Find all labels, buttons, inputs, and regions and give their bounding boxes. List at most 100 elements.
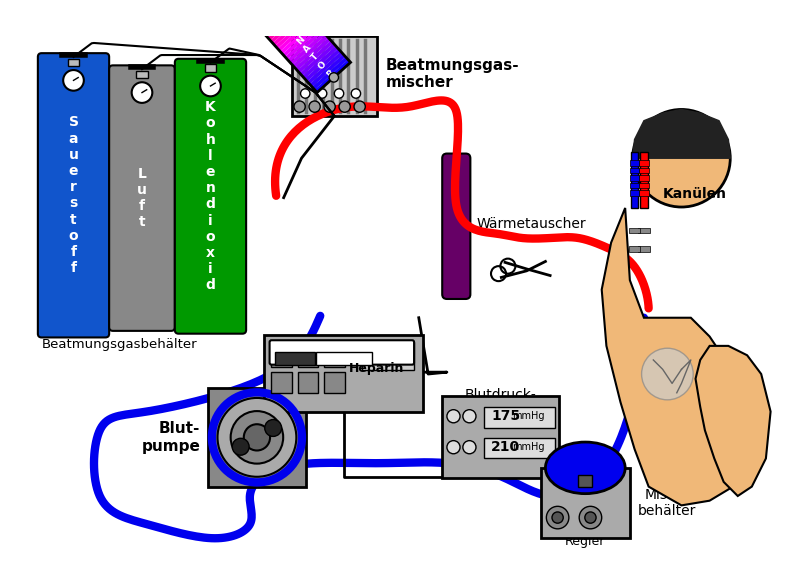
Polygon shape xyxy=(287,29,323,62)
Bar xyxy=(324,372,345,393)
Text: O: O xyxy=(258,0,270,5)
Text: N: N xyxy=(294,35,306,46)
Text: Y: Y xyxy=(273,11,284,21)
Bar xyxy=(136,71,148,79)
Polygon shape xyxy=(268,8,304,41)
Text: T: T xyxy=(310,52,321,62)
Text: Beatmungsgasbehälter: Beatmungsgasbehälter xyxy=(42,338,198,352)
Polygon shape xyxy=(273,13,309,46)
Circle shape xyxy=(200,76,221,96)
Circle shape xyxy=(132,82,152,103)
Bar xyxy=(205,65,216,72)
Bar xyxy=(639,190,649,196)
Polygon shape xyxy=(250,0,286,21)
Text: E: E xyxy=(288,27,298,38)
Text: R: R xyxy=(325,68,336,79)
Circle shape xyxy=(463,441,476,454)
Text: Beatmungsgas-
mischer: Beatmungsgas- mischer xyxy=(386,58,519,90)
Circle shape xyxy=(633,109,730,207)
Polygon shape xyxy=(602,208,742,505)
Polygon shape xyxy=(282,24,318,57)
Circle shape xyxy=(265,420,282,436)
Circle shape xyxy=(329,73,338,82)
Polygon shape xyxy=(262,2,298,35)
Polygon shape xyxy=(243,0,279,13)
Bar xyxy=(629,228,640,233)
Bar xyxy=(485,438,555,458)
Text: Wärmetauscher: Wärmetauscher xyxy=(477,217,586,231)
Bar xyxy=(639,183,649,188)
Polygon shape xyxy=(255,0,291,26)
Polygon shape xyxy=(305,49,341,82)
Circle shape xyxy=(351,89,361,98)
Bar xyxy=(630,175,639,181)
Circle shape xyxy=(318,89,327,98)
Polygon shape xyxy=(314,60,350,93)
Text: G: G xyxy=(280,18,291,30)
Bar xyxy=(298,346,318,366)
Text: A: A xyxy=(302,43,314,54)
Polygon shape xyxy=(260,0,296,32)
Circle shape xyxy=(218,398,296,477)
Circle shape xyxy=(354,101,366,112)
Circle shape xyxy=(447,410,460,423)
Bar xyxy=(629,247,640,252)
Circle shape xyxy=(294,101,306,112)
Polygon shape xyxy=(307,52,343,85)
Polygon shape xyxy=(302,46,338,79)
Polygon shape xyxy=(278,18,314,51)
Text: X: X xyxy=(265,2,277,13)
Circle shape xyxy=(324,101,335,112)
Ellipse shape xyxy=(546,442,625,494)
Polygon shape xyxy=(246,0,282,16)
Bar xyxy=(315,352,372,365)
Bar xyxy=(362,342,414,370)
Circle shape xyxy=(244,424,270,450)
Bar xyxy=(264,335,423,411)
Bar xyxy=(639,168,649,173)
Bar xyxy=(541,468,630,538)
Polygon shape xyxy=(266,5,301,38)
Polygon shape xyxy=(280,21,316,54)
FancyBboxPatch shape xyxy=(175,59,246,333)
Polygon shape xyxy=(300,43,336,76)
Text: mmHg: mmHg xyxy=(512,442,544,452)
Text: K
o
h
l
e
n
d
i
o
x
i
d: K o h l e n d i o x i d xyxy=(205,100,216,292)
Text: S
a
u
e
r
s
t
o
f
f: S a u e r s t o f f xyxy=(69,116,78,275)
FancyBboxPatch shape xyxy=(38,53,109,338)
FancyBboxPatch shape xyxy=(270,340,414,365)
Text: 175: 175 xyxy=(491,409,520,423)
Polygon shape xyxy=(295,38,331,70)
Text: Kanülen: Kanülen xyxy=(662,187,726,201)
Bar xyxy=(208,388,306,487)
Circle shape xyxy=(339,101,350,112)
Bar xyxy=(578,475,592,487)
Polygon shape xyxy=(695,346,770,496)
Circle shape xyxy=(230,411,283,464)
Bar xyxy=(639,160,649,166)
Circle shape xyxy=(447,441,460,454)
Bar xyxy=(485,407,555,427)
Polygon shape xyxy=(312,57,348,90)
Polygon shape xyxy=(285,26,321,59)
Text: 210: 210 xyxy=(491,440,520,454)
Text: Blutdruck-
meßgerät: Blutdruck- meßgerät xyxy=(465,388,537,419)
Bar xyxy=(298,372,318,393)
Bar xyxy=(271,346,292,366)
Text: mmHg: mmHg xyxy=(512,411,544,421)
Bar xyxy=(324,346,345,366)
FancyBboxPatch shape xyxy=(442,154,470,299)
Polygon shape xyxy=(310,54,346,87)
Text: O: O xyxy=(317,59,329,71)
Circle shape xyxy=(463,410,476,423)
Bar xyxy=(638,228,650,233)
Polygon shape xyxy=(290,32,326,65)
Bar xyxy=(630,168,639,173)
Polygon shape xyxy=(248,0,284,18)
Circle shape xyxy=(63,70,84,90)
Bar xyxy=(640,151,648,208)
FancyBboxPatch shape xyxy=(109,65,175,331)
Bar xyxy=(639,175,649,181)
Bar xyxy=(630,183,639,188)
Circle shape xyxy=(334,89,344,98)
